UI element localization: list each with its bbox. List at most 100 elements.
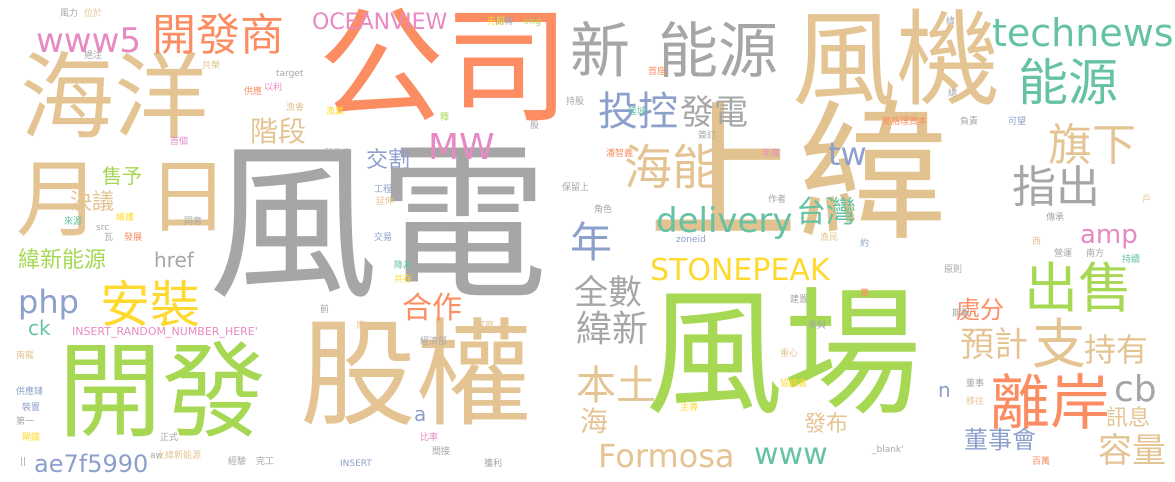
- word: 作者: [768, 196, 786, 205]
- word: 重心: [780, 350, 798, 359]
- word: 發布: [804, 414, 848, 436]
- word: 協議書: [780, 380, 807, 389]
- word: n: [938, 380, 951, 400]
- word: href: [154, 250, 194, 270]
- word: 漁業: [326, 108, 344, 117]
- word: 移往: [966, 398, 984, 407]
- word: 交易: [374, 234, 392, 243]
- word: 緯: [946, 18, 955, 27]
- word: 風力: [60, 10, 78, 19]
- word: 席: [356, 322, 365, 331]
- word: 以利: [264, 84, 282, 93]
- word: 交割: [366, 150, 410, 172]
- word: ck: [28, 318, 51, 338]
- word: amp: [1080, 222, 1138, 248]
- word: src: [96, 224, 109, 233]
- word: 開發案: [324, 150, 351, 159]
- word: 發展: [124, 234, 142, 243]
- word: 供應鏈: [16, 388, 43, 397]
- word: tw: [828, 138, 867, 170]
- word: 能源: [1018, 58, 1118, 108]
- word: 百萬: [1032, 458, 1050, 467]
- word: 期限: [952, 310, 970, 319]
- word: 獲利: [484, 460, 502, 469]
- word: 營運: [1054, 250, 1072, 259]
- word: img: [524, 18, 541, 27]
- word: 萬: [860, 290, 869, 299]
- word: 潘智義: [606, 150, 633, 159]
- word: 海: [580, 408, 608, 436]
- word: 來源: [64, 218, 82, 227]
- word: 本土: [576, 366, 656, 406]
- word: 簽訂: [698, 132, 716, 141]
- word: 董事會: [964, 428, 1036, 452]
- word: 工程: [374, 186, 392, 195]
- word: 原則: [944, 266, 962, 275]
- word: 新: [570, 22, 630, 82]
- word: ||: [20, 458, 26, 467]
- word: 南方: [1086, 250, 1104, 259]
- word: 主導: [680, 404, 698, 413]
- word: INSERT_RANDOM_NUMBER_HERE': [72, 326, 258, 337]
- word: 海能: [624, 144, 720, 192]
- word: zoneid: [676, 236, 706, 245]
- word: Formosa: [598, 440, 734, 472]
- word: 角色: [594, 206, 612, 215]
- word: 裝置: [22, 404, 40, 413]
- word: a: [414, 404, 426, 424]
- word: 決議: [70, 192, 114, 214]
- word: 位於: [84, 10, 102, 19]
- word: 海洋: [20, 52, 208, 146]
- word: 合作: [402, 294, 462, 324]
- word: 階段: [250, 118, 306, 146]
- word: 維護: [116, 214, 134, 223]
- word: 同意: [184, 218, 202, 227]
- word: 比率: [420, 434, 438, 443]
- word: 可望: [1008, 118, 1026, 127]
- word: OCEANVIEW: [312, 12, 447, 34]
- word: delivery: [656, 204, 793, 238]
- word: 降為: [394, 262, 412, 271]
- word: 延伸: [376, 198, 394, 207]
- word: cb: [1114, 372, 1157, 408]
- word: 瓦: [104, 234, 113, 243]
- word: 麥格理資本: [882, 118, 927, 127]
- word: 傳承: [1046, 214, 1064, 223]
- word: INSERT: [340, 460, 372, 469]
- word: 股: [530, 122, 539, 131]
- word: 台灣: [796, 198, 856, 228]
- word: 能源: [658, 22, 778, 82]
- word: 上緯新能源: [156, 452, 201, 461]
- word: 供應: [244, 88, 262, 97]
- word: 年底: [762, 150, 780, 159]
- word: 售予: [102, 166, 142, 186]
- word: 陸域: [628, 108, 646, 117]
- word: 緯新: [576, 312, 648, 348]
- word: 共榮: [202, 62, 220, 71]
- word: 董事: [966, 380, 984, 389]
- word: 總: [948, 90, 957, 99]
- word: _blank': [872, 446, 904, 455]
- word: 閘鐵: [22, 434, 40, 443]
- word: 出售: [1024, 262, 1132, 316]
- word: 漁會: [286, 104, 304, 113]
- word: 參與: [808, 322, 826, 331]
- word: 負責: [960, 118, 978, 127]
- word: 持股: [566, 98, 584, 107]
- word: 訊息: [1106, 408, 1150, 430]
- word: 約: [860, 240, 869, 249]
- word: 緯新能源: [18, 250, 106, 272]
- word: 安裝: [100, 280, 200, 330]
- word: 漁民: [820, 234, 838, 243]
- word: 離岸: [990, 374, 1110, 434]
- word: 建置: [790, 296, 808, 305]
- word: 共存: [394, 276, 412, 285]
- word: 支: [1032, 318, 1086, 372]
- word: STONEPEAK: [650, 256, 830, 286]
- word: 西: [1032, 238, 1041, 247]
- word: 持續: [1122, 256, 1140, 265]
- word: 正式: [160, 434, 178, 443]
- word: 全數: [574, 276, 642, 310]
- word: 開發商: [152, 14, 284, 58]
